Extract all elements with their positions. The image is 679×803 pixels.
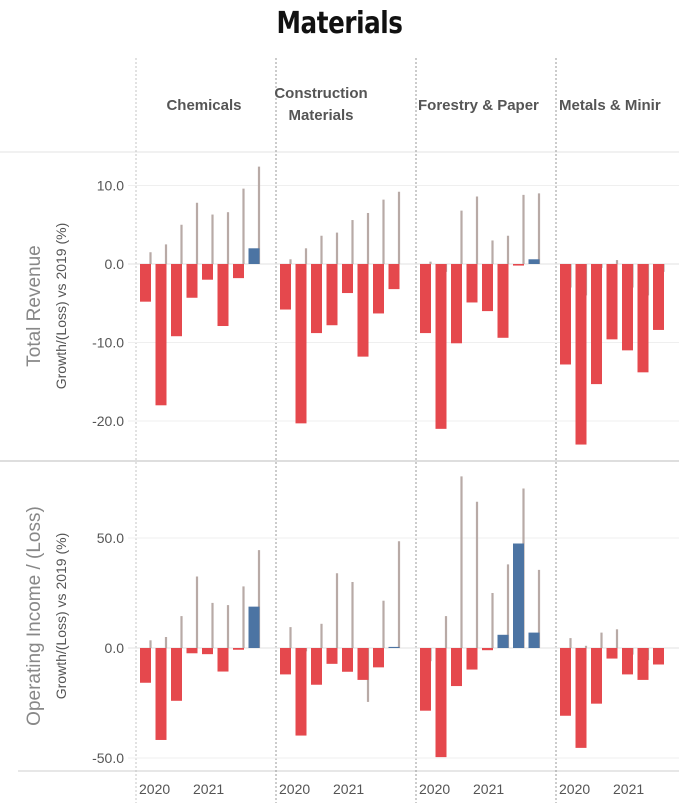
column-label: Construction: [274, 85, 367, 102]
bar-construction-materials: [280, 648, 291, 675]
bar-metals-minir: [591, 264, 602, 385]
bar-chemicals: [217, 264, 229, 327]
bar-forestry-paper: [528, 632, 540, 648]
bar-metals-minir: [653, 264, 664, 330]
bar-construction-materials: [295, 648, 307, 736]
bar-forestry-paper: [420, 648, 431, 711]
bar-forestry-paper: [513, 264, 524, 266]
column-label: Chemicals: [166, 97, 241, 114]
chart-title: Materials: [276, 6, 403, 41]
bar-forestry-paper: [513, 543, 524, 648]
bar-forestry-paper: [482, 264, 493, 312]
bar-chemicals: [186, 264, 198, 298]
y-tick-label: 10.0: [97, 178, 124, 194]
bar-forestry-paper: [435, 264, 447, 429]
bar-chemicals: [202, 264, 213, 280]
y-tick-label: 0.0: [105, 640, 125, 656]
bar-construction-materials: [295, 264, 307, 424]
bar-forestry-paper: [497, 634, 509, 648]
bar-construction-materials: [373, 648, 384, 668]
bar-metals-minir: [637, 264, 649, 373]
bar-metals-minir: [575, 648, 587, 748]
bar-chemicals: [140, 648, 151, 683]
y-tick-label: -10.0: [92, 335, 124, 351]
bar-forestry-paper: [420, 264, 431, 334]
bar-forestry-paper: [528, 259, 540, 264]
bar-metals-minir: [591, 648, 602, 704]
bar-chemicals: [233, 648, 244, 650]
bar-construction-materials: [280, 264, 291, 310]
bar-chemicals: [248, 606, 260, 648]
bar-metals-minir: [653, 648, 664, 665]
bar-construction-materials: [311, 648, 322, 685]
bar-construction-materials: [326, 648, 338, 664]
x-tick-label: 2020: [139, 781, 170, 797]
bar-construction-materials: [388, 264, 400, 290]
y-axis-title: Operating Income / (Loss): [24, 506, 45, 726]
bar-forestry-paper: [435, 648, 447, 758]
x-tick-label: 2021: [613, 781, 644, 797]
bar-chemicals: [233, 264, 244, 279]
y-axis-title: Total Revenue: [24, 245, 45, 366]
bar-construction-materials: [357, 264, 369, 357]
bar-construction-materials: [388, 646, 400, 648]
x-tick-label: 2021: [473, 781, 504, 797]
column-label: Forestry & Paper: [418, 97, 539, 114]
bar-forestry-paper: [466, 648, 478, 670]
bar-metals-minir: [622, 264, 633, 351]
bar-chemicals: [217, 648, 229, 672]
y-tick-label: -50.0: [92, 750, 124, 766]
bar-chemicals: [140, 264, 151, 302]
bar-forestry-paper: [466, 264, 478, 303]
bar-construction-materials: [357, 648, 369, 680]
x-tick-label: 2021: [333, 781, 364, 797]
bar-construction-materials: [326, 264, 338, 326]
y-axis-subtitle: Growth/(Loss) vs 2019 (%): [53, 223, 69, 390]
bar-chemicals: [155, 264, 167, 406]
bar-forestry-paper: [482, 648, 493, 651]
x-tick-label: 2020: [419, 781, 450, 797]
bar-metals-minir: [637, 648, 649, 680]
y-tick-label: 50.0: [97, 530, 124, 546]
x-tick-label: 2020: [559, 781, 590, 797]
bar-metals-minir: [560, 264, 571, 365]
bar-metals-minir: [560, 648, 571, 716]
bar-metals-minir: [575, 264, 587, 445]
y-axis-subtitle: Growth/(Loss) vs 2019 (%): [53, 533, 69, 700]
bar-chemicals: [248, 248, 260, 264]
bar-metals-minir: [606, 648, 618, 659]
y-tick-label: 0.0: [105, 256, 125, 272]
x-tick-label: 2021: [193, 781, 224, 797]
bar-forestry-paper: [451, 264, 462, 344]
bar-chemicals: [171, 648, 182, 701]
bar-construction-materials: [373, 264, 384, 314]
bar-construction-materials: [342, 264, 353, 294]
bar-construction-materials: [342, 648, 353, 672]
column-label: Metals & Minir: [559, 97, 661, 114]
x-tick-label: 2020: [279, 781, 310, 797]
bar-chemicals: [155, 648, 167, 740]
bar-chemicals: [171, 264, 182, 337]
bar-chemicals: [186, 648, 198, 654]
bar-chemicals: [202, 648, 213, 655]
y-tick-label: -20.0: [92, 413, 124, 429]
bar-construction-materials: [311, 264, 322, 334]
bar-forestry-paper: [451, 648, 462, 687]
bar-metals-minir: [606, 264, 618, 340]
bar-forestry-paper: [497, 264, 509, 338]
bar-metals-minir: [622, 648, 633, 675]
column-label: Materials: [288, 107, 353, 124]
